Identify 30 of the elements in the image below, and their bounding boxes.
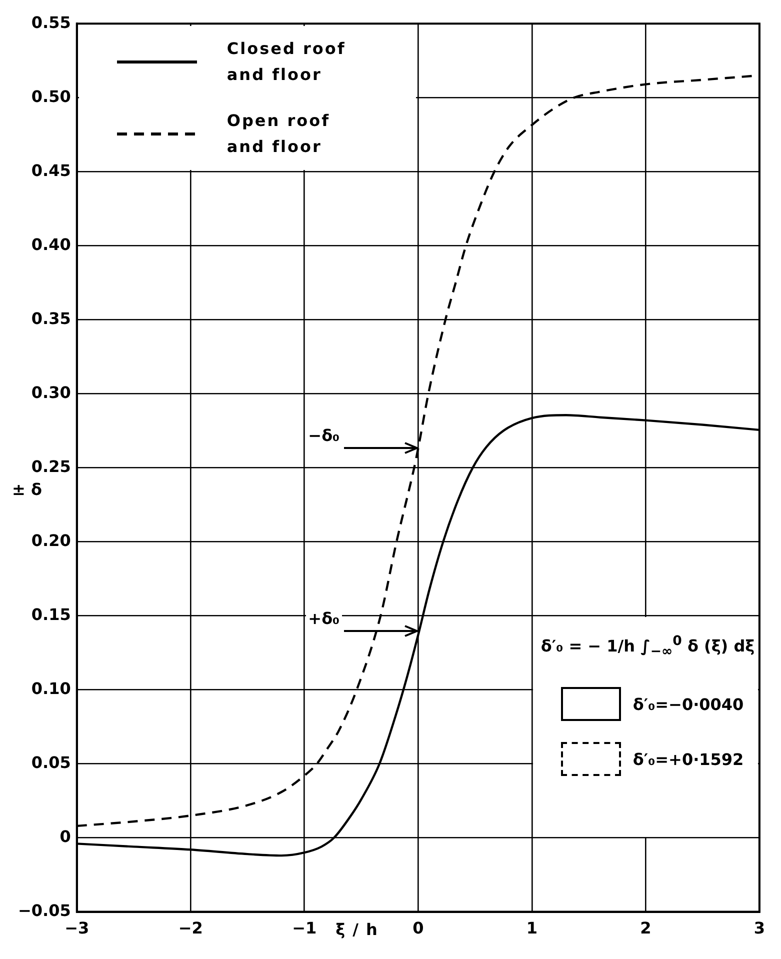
y-tick-label: 0.05 [31, 752, 71, 772]
annotation: −δ₀ [306, 426, 342, 446]
x-tick-label: −1 [292, 918, 317, 938]
x-tick-label: 0 [412, 918, 424, 938]
legend-label: Open roof and floor [226, 110, 332, 158]
y-tick-label: 0.50 [31, 86, 71, 106]
y-tick-label: 0.30 [31, 382, 71, 402]
x-tick-label: −3 [64, 918, 90, 938]
x-tick-label: 3 [754, 918, 766, 938]
annotation: +δ₀ [306, 608, 342, 628]
y-tick-label: 0.25 [31, 456, 71, 476]
y-axis-title: ± δ [12, 480, 42, 499]
y-tick-label: 0.15 [31, 604, 71, 624]
y-tick-label: 0.35 [31, 308, 71, 328]
x-tick-label: 1 [526, 918, 538, 938]
legend-label: Closed roof and floor [226, 38, 347, 86]
x-axis-title: ξ / h [336, 920, 378, 939]
annotation: δ′₀ = − 1/h ∫$_{−∞}$$^{0}$ δ (ξ) dξ [540, 634, 755, 660]
y-tick-label: 0 [60, 826, 71, 846]
x-tick-label: 2 [640, 918, 652, 938]
key-box: δ′₀ = − 1/h ∫$_{−∞}$$^{0}$ δ (ξ) dξ δ′₀=−0·0040 δ′₀=+0·1592 [532, 616, 758, 837]
x-tick-label: −2 [178, 918, 203, 938]
y-tick-label: 0.20 [31, 530, 71, 550]
y-tick-label: 0.45 [31, 160, 71, 180]
y-tick-label: 0.55 [31, 12, 71, 32]
annotation: δ′₀=+0·1592 [632, 750, 744, 769]
y-tick-label: 0.40 [31, 234, 71, 254]
y-tick-label: 0.10 [31, 678, 71, 698]
annotation: δ′₀=−0·0040 [632, 694, 744, 714]
y-tick-label: −0.05 [18, 900, 71, 920]
